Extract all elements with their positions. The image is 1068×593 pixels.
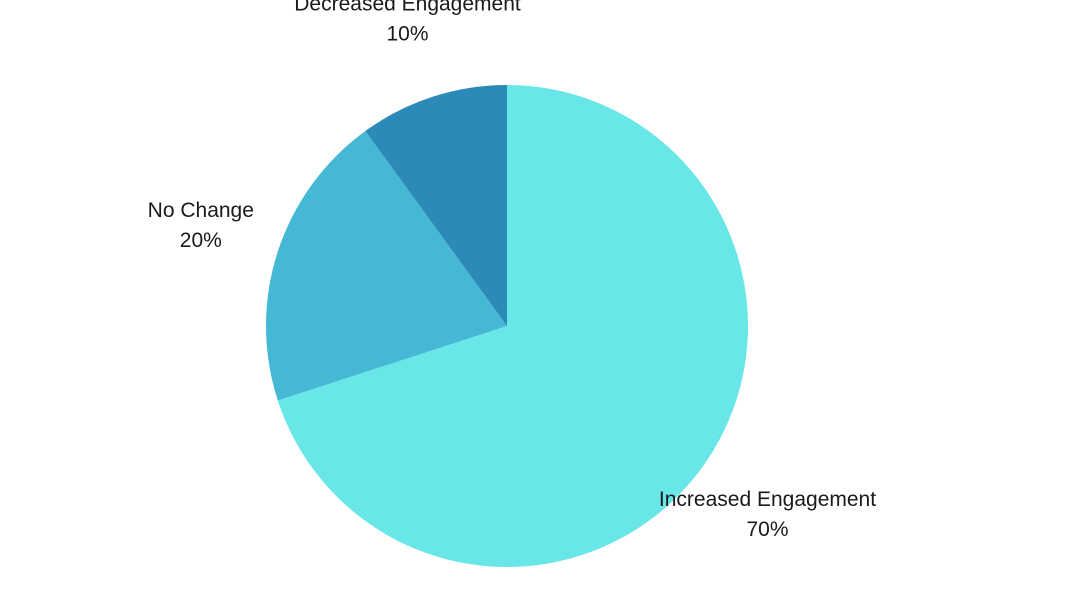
pie-labels: Increased Engagement 70% No Change 20% Decre… <box>148 0 877 541</box>
slice-value-decreased-engagement: 10% <box>386 22 428 45</box>
slice-label-increased-engagement: Increased Engagement <box>659 488 876 511</box>
slice-value-no-change: 20% <box>180 229 222 252</box>
slice-value-increased-engagement: 70% <box>746 518 788 541</box>
slice-label-no-change: No Change <box>148 199 254 222</box>
pie-slice-no-change <box>266 131 507 401</box>
pie-slice-decreased-engagement <box>365 85 507 326</box>
slice-label-decreased-engagement: Decreased Engagement <box>294 0 521 15</box>
pie-slice-increased-engagement <box>277 85 749 567</box>
pie-slices <box>266 85 749 567</box>
